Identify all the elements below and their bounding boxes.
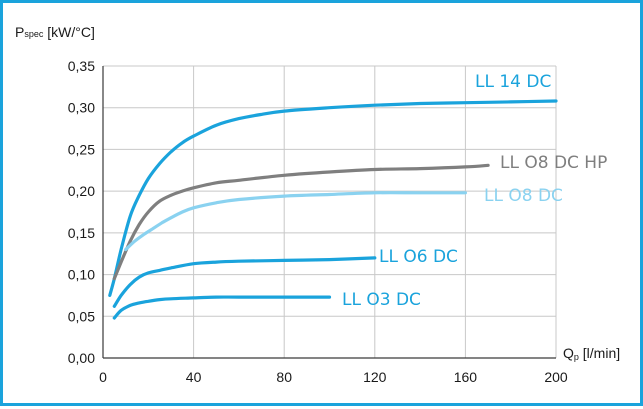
x-tick-label: 40 bbox=[186, 369, 202, 385]
y-tick-label: 0,05 bbox=[68, 308, 95, 324]
tick-labels: 0,00 0,05 0,10 0,15 0,20 0,25 0,30 0,35 0 40 80 120… bbox=[68, 58, 568, 385]
x-axis-label: Qp [l/min] bbox=[563, 345, 620, 362]
series-ll06dc bbox=[112, 256, 377, 308]
grid bbox=[103, 65, 557, 358]
x-tick-label: 0 bbox=[99, 369, 107, 385]
x-tick-label: 120 bbox=[363, 369, 387, 385]
series-ll08dc bbox=[124, 191, 467, 252]
y-tick-label: 0,00 bbox=[68, 350, 95, 366]
y-tick-label: 0,10 bbox=[68, 267, 95, 283]
x-tick-label: 80 bbox=[276, 369, 292, 385]
y-axis-label: Pspec [kW/°C] bbox=[15, 24, 95, 40]
y-tick-label: 0,35 bbox=[68, 58, 95, 74]
axes bbox=[102, 66, 556, 359]
series-lines bbox=[108, 99, 558, 320]
y-tick-label: 0,20 bbox=[68, 183, 95, 199]
label-ll14dc: LL 14 DC bbox=[475, 72, 551, 92]
y-tick-label: 0,30 bbox=[68, 100, 95, 116]
x-tick-label: 160 bbox=[454, 369, 478, 385]
y-tick-label: 0,25 bbox=[68, 141, 95, 157]
label-ll06dc: LL O6 DC bbox=[379, 247, 458, 267]
series-ll03dc bbox=[112, 295, 332, 320]
chart-svg: 0,00 0,05 0,10 0,15 0,20 0,25 0,30 0,35 0 40 80 120… bbox=[15, 24, 620, 385]
series-ll08dchp bbox=[112, 163, 490, 281]
y-tick-label: 0,15 bbox=[68, 225, 95, 241]
x-tick-label: 200 bbox=[544, 369, 568, 385]
label-ll08dc: LL O8 DC bbox=[484, 186, 563, 206]
label-ll03dc: LL O3 DC bbox=[342, 290, 421, 310]
label-ll08dchp: LL O8 DC HP bbox=[500, 153, 607, 173]
series-ll14dc bbox=[108, 99, 558, 297]
series-labels: LL 14 DC LL O8 DC HP LL O8 DC LL O6 DC LL O3… bbox=[342, 72, 607, 310]
